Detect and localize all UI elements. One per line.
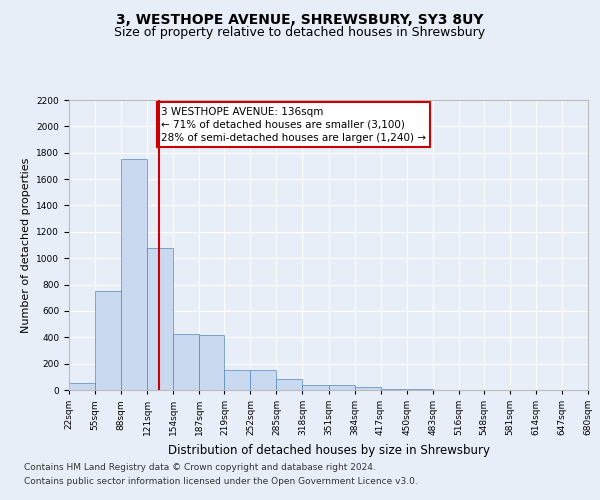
Text: 3, WESTHOPE AVENUE, SHREWSBURY, SY3 8UY: 3, WESTHOPE AVENUE, SHREWSBURY, SY3 8UY <box>116 12 484 26</box>
Y-axis label: Number of detached properties: Number of detached properties <box>21 158 31 332</box>
Bar <box>355 386 380 390</box>
Bar <box>69 384 95 390</box>
Bar <box>199 334 224 390</box>
Bar <box>147 248 173 390</box>
Bar <box>224 370 250 390</box>
Bar <box>95 291 121 390</box>
Bar <box>302 384 329 390</box>
Bar <box>173 334 199 390</box>
X-axis label: Distribution of detached houses by size in Shrewsbury: Distribution of detached houses by size … <box>167 444 490 456</box>
Text: 3 WESTHOPE AVENUE: 136sqm
← 71% of detached houses are smaller (3,100)
28% of se: 3 WESTHOPE AVENUE: 136sqm ← 71% of detac… <box>161 106 426 143</box>
Bar <box>250 370 277 390</box>
Bar <box>121 160 147 390</box>
Text: Size of property relative to detached houses in Shrewsbury: Size of property relative to detached ho… <box>115 26 485 39</box>
Text: Contains HM Land Registry data © Crown copyright and database right 2024.: Contains HM Land Registry data © Crown c… <box>24 464 376 472</box>
Bar <box>277 380 302 390</box>
Bar <box>380 388 407 390</box>
Bar <box>329 386 355 390</box>
Text: Contains public sector information licensed under the Open Government Licence v3: Contains public sector information licen… <box>24 477 418 486</box>
